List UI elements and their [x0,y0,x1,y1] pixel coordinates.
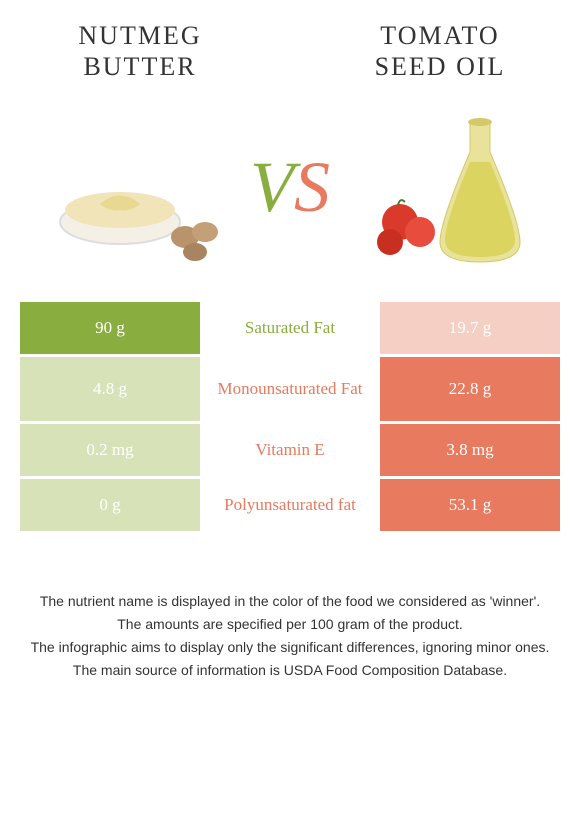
left-food-image [40,102,230,272]
footer-line: The amounts are specified per 100 gram o… [30,614,550,635]
left-value: 0.2 mg [20,424,200,476]
footer-line: The main source of information is USDA F… [30,660,550,681]
vs-s: S [294,146,330,229]
nutrient-name: Saturated Fat [200,302,380,354]
right-value: 19.7 g [380,302,560,354]
left-title: NUTMEG BUTTER [40,20,240,82]
footer-line: The infographic aims to display only the… [30,637,550,658]
right-value: 53.1 g [380,479,560,531]
footer-line: The nutrient name is displayed in the co… [30,591,550,612]
table-row: 4.8 gMonounsaturated Fat22.8 g [20,357,560,421]
right-food-image [350,102,540,272]
vs-v: V [250,146,294,229]
images-row: VS [0,82,580,302]
nutrient-name: Monounsaturated Fat [200,357,380,421]
left-value: 4.8 g [20,357,200,421]
table-row: 90 gSaturated Fat19.7 g [20,302,560,354]
header: NUTMEG BUTTER TOMATO SEED OIL [0,0,580,82]
right-value: 3.8 mg [380,424,560,476]
table-row: 0 gPolyunsaturated fat53.1 g [20,479,560,531]
table-row: 0.2 mgVitamin E3.8 mg [20,424,560,476]
left-value: 0 g [20,479,200,531]
left-value: 90 g [20,302,200,354]
footer-notes: The nutrient name is displayed in the co… [0,591,580,681]
nutrient-name: Vitamin E [200,424,380,476]
right-value: 22.8 g [380,357,560,421]
nutrient-name: Polyunsaturated fat [200,479,380,531]
right-title: TOMATO SEED OIL [340,20,540,82]
comparison-table: 90 gSaturated Fat19.7 g4.8 gMonounsatura… [20,302,560,531]
vs-label: VS [250,146,330,229]
